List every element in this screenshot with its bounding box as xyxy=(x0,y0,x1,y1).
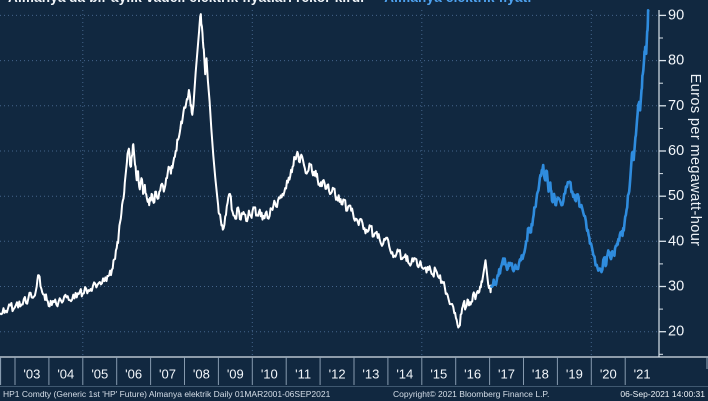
x-tick-label: '16 xyxy=(464,367,481,382)
x-tick-label: '14 xyxy=(396,367,413,382)
security-description: HP1 Comdty (Generic 1st 'HP' Future) Alm… xyxy=(3,389,331,399)
price-line xyxy=(490,9,650,288)
x-tick-label: '12 xyxy=(329,367,346,382)
y-axis-title: Euros per megawatt-hour xyxy=(687,73,703,247)
x-tick-label: '06 xyxy=(125,367,142,382)
x-tick-label: '10 xyxy=(261,367,278,382)
x-tick-label: '09 xyxy=(227,367,244,382)
y-tick-label: 40 xyxy=(668,233,684,249)
chart-title-text: Almanya'da bir aylik vadeli elektrik fiy… xyxy=(8,0,364,5)
x-tick-label: '19 xyxy=(566,367,583,382)
x-tick-label: '03 xyxy=(23,367,40,382)
x-tick-label: '15 xyxy=(430,367,447,382)
x-tick-label: '17 xyxy=(498,367,515,382)
price-line xyxy=(0,13,493,329)
timestamp: 06-Sep-2021 14:00:31 xyxy=(620,389,705,399)
x-tick-label: '20 xyxy=(600,367,617,382)
y-tick-label: 60 xyxy=(668,143,684,159)
x-tick-label: '08 xyxy=(193,367,210,382)
x-tick-label: '11 xyxy=(295,367,311,382)
chart-series-label: Almanya elektrik fiyati xyxy=(384,0,531,5)
x-tick-label: '18 xyxy=(532,367,549,382)
y-tick-label: 20 xyxy=(668,324,684,340)
y-tick-label: 70 xyxy=(668,98,684,114)
x-tick-label: '13 xyxy=(362,367,379,382)
x-tick-label: '07 xyxy=(159,367,176,382)
y-tick-label: 30 xyxy=(668,279,684,295)
y-tick-label: 90 xyxy=(668,7,684,23)
x-tick-label: '21 xyxy=(634,367,651,382)
chart-title-clipped: Almanya'da bir aylik vadeli elektrik fiy… xyxy=(8,0,531,5)
y-tick-label: 80 xyxy=(668,53,684,69)
x-tick-label: '05 xyxy=(91,367,108,382)
x-tick-label: '04 xyxy=(57,367,74,382)
chart-footer: HP1 Comdty (Generic 1st 'HP' Future) Alm… xyxy=(0,388,708,401)
copyright-text: Copyright© 2021 Bloomberg Finance L.P. xyxy=(393,389,550,399)
y-tick-label: 50 xyxy=(668,188,684,204)
